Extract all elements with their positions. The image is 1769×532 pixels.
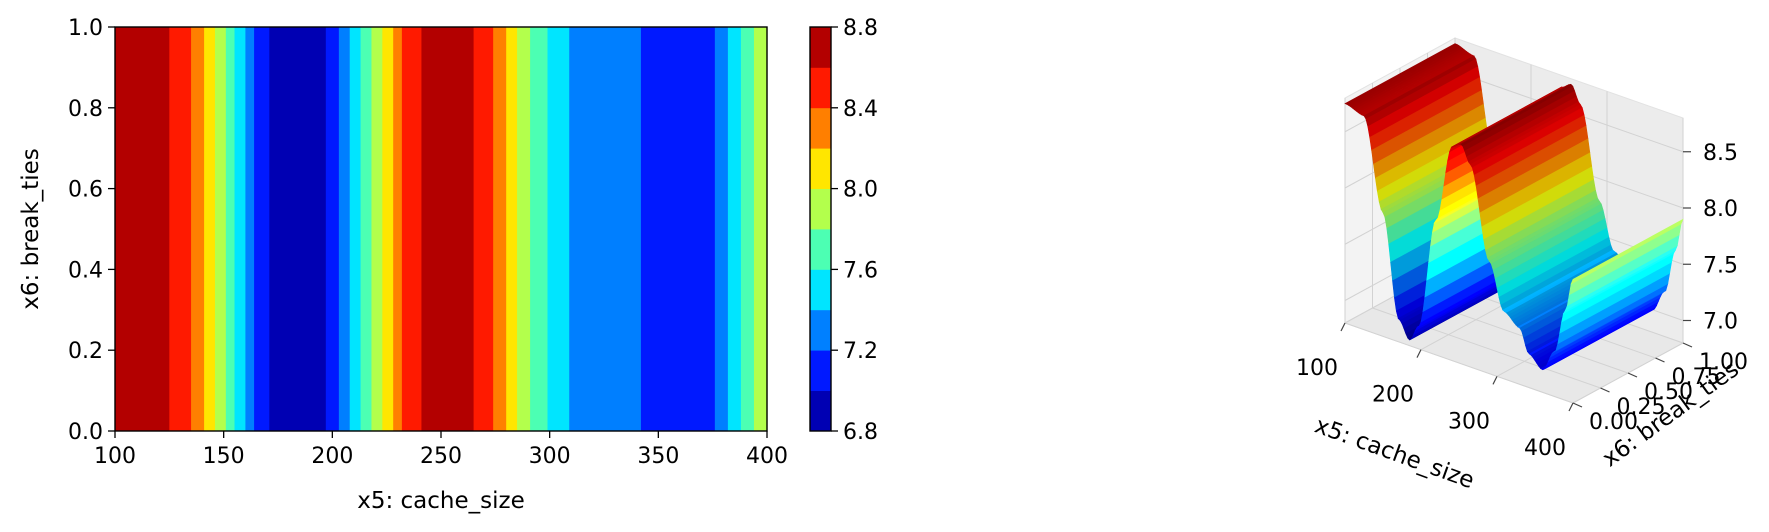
- heatmap-band: [191, 27, 205, 431]
- colorbar: [810, 27, 831, 432]
- heatmap-band: [325, 27, 340, 431]
- colorbar-tick-label: 7.6: [843, 258, 878, 283]
- heatmap-x-axis-label: x5: cache_size: [357, 488, 525, 514]
- axis3d-tick-mark: [1416, 349, 1422, 358]
- axis3d-tick-label: 200: [1372, 383, 1414, 408]
- colorbar-ticks: 6.8 7.2 7.6 8.0 8.4 8.8: [831, 16, 878, 445]
- colorbar-tick-label: 7.2: [843, 339, 878, 364]
- axis3d-tick-label: 8.0: [1703, 197, 1738, 222]
- axis3d-tick-label: 7.0: [1703, 310, 1738, 335]
- axis3d-tick-mark: [1340, 322, 1346, 332]
- heatmap-band: [473, 27, 494, 431]
- x-tick-label: 400: [746, 444, 788, 469]
- colorbar-tick-label: 8.8: [843, 16, 878, 41]
- colorbar-segment: [810, 390, 831, 432]
- axis3d-tick-mark: [1655, 357, 1665, 363]
- axis3d-tick-label: 0.25: [1617, 395, 1666, 420]
- colorbar-segment: [810, 107, 831, 149]
- heatmap-x-ticks: 100 150 200 250 300 350 400: [94, 431, 788, 469]
- heatmap-band: [640, 27, 716, 431]
- axis3d-tick-label: 0.00: [1589, 410, 1638, 435]
- y-tick-label: 0.8: [68, 97, 103, 122]
- axis3d-tick-label: 8.5: [1703, 141, 1738, 166]
- axis3d-tick-label: 0.75: [1672, 365, 1721, 390]
- heatmap-band: [517, 27, 531, 431]
- y-tick-label: 0.4: [68, 258, 103, 283]
- x-tick-label: 350: [637, 444, 679, 469]
- heatmap-band: [254, 27, 270, 431]
- heatmap-y-ticks: 0.0 0.2 0.4 0.6 0.8 1.0: [68, 16, 115, 445]
- colorbar-segment: [810, 188, 831, 230]
- heatmap-band: [393, 27, 403, 431]
- x-tick-label: 100: [94, 444, 136, 469]
- x-tick-label: 200: [311, 444, 353, 469]
- y-tick-label: 0.0: [68, 420, 103, 445]
- colorbar-segment: [810, 350, 831, 391]
- colorbar-tick-label: 8.4: [843, 97, 878, 122]
- x-tick-label: 300: [529, 444, 571, 469]
- colorbar-tick-label: 8.0: [843, 178, 878, 203]
- colorbar-tick-label: 6.8: [843, 420, 878, 445]
- heatmap-band: [753, 27, 768, 431]
- y-tick-label: 1.0: [68, 16, 103, 41]
- heatmap-bands: [115, 27, 768, 431]
- heatmap-band: [727, 27, 742, 431]
- y-tick-label: 0.2: [68, 339, 103, 364]
- colorbar-segment: [810, 67, 831, 109]
- colorbar-segment: [810, 269, 831, 311]
- heatmap-band: [506, 27, 518, 431]
- colorbar-segment: [810, 148, 831, 189]
- axis3d-tick-label: 100: [1296, 356, 1338, 381]
- axis3d-tick-mark: [1572, 402, 1583, 408]
- axis3d-tick-mark: [1682, 342, 1693, 348]
- axis3d-tick-label: 0.50: [1644, 380, 1693, 405]
- heatmap-band: [349, 27, 362, 431]
- heatmap-band: [338, 27, 351, 431]
- heatmap-band: [234, 27, 246, 431]
- heatmap-band: [421, 27, 475, 431]
- colorbar-segment: [810, 27, 831, 68]
- colorbar-segment: [810, 309, 831, 351]
- heatmap-band: [169, 27, 192, 431]
- colorbar-segment: [810, 229, 831, 270]
- surface-3d-plot: 100 200 300 400 0.000.250.500.751.00 7.0 7.5 8.…: [1296, 37, 1748, 494]
- heatmap-band: [204, 27, 216, 431]
- axis3d-tick-label: 400: [1524, 436, 1566, 461]
- heatmap-band: [214, 27, 227, 431]
- axis3d-tick-mark: [1568, 402, 1574, 412]
- y-tick-label: 0.6: [68, 178, 103, 203]
- x-tick-label: 150: [203, 444, 245, 469]
- heatmap-band: [115, 27, 170, 431]
- axis3d-tick-mark: [1600, 387, 1610, 393]
- heatmap-band: [740, 27, 755, 431]
- heatmap-band: [401, 27, 423, 431]
- axis3d-tick-mark: [1492, 376, 1498, 385]
- axis3d-tick-label: 1.00: [1699, 350, 1748, 375]
- heatmap-band: [269, 27, 327, 431]
- heatmap-band: [569, 27, 642, 431]
- grid-line: [1344, 322, 1574, 404]
- heatmap-band: [493, 27, 507, 431]
- heatmap-band: [360, 27, 373, 431]
- heatmap-band: [225, 27, 236, 431]
- heatmap-band: [530, 27, 549, 431]
- heatmap-band: [371, 27, 383, 431]
- surface-strip: [1570, 218, 1684, 285]
- axis3d-tick-mark: [1627, 372, 1638, 378]
- colorbar-frame: [809, 26, 832, 432]
- heatmap-y-axis-label: x6: break_ties: [18, 148, 44, 309]
- heatmap-band: [547, 27, 570, 431]
- heatmap-band: [714, 27, 729, 431]
- heatmap-band: [382, 27, 394, 431]
- axis3d-tick-label: 300: [1448, 409, 1490, 434]
- axis3d-tick-label: 7.5: [1703, 253, 1738, 278]
- x-tick-label: 250: [420, 444, 462, 469]
- heatmap-band: [245, 27, 255, 431]
